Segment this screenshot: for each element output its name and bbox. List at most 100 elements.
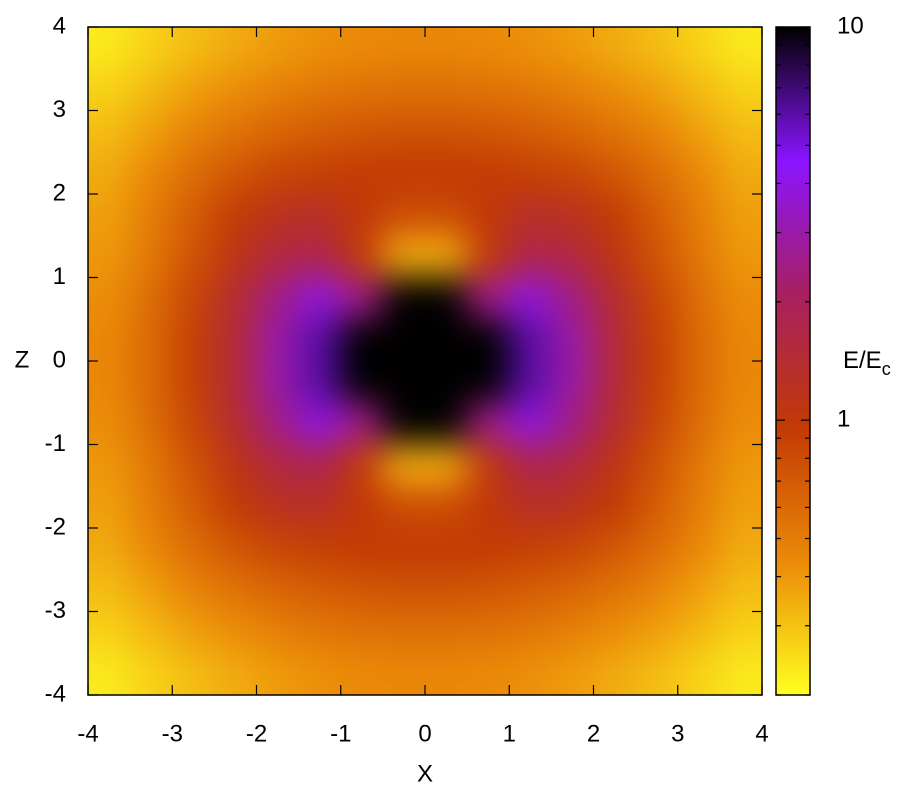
heatmap-cell <box>508 652 552 695</box>
heatmap-cell <box>593 611 637 654</box>
heatmap-cell <box>256 485 300 529</box>
heatmap-cell <box>719 444 762 487</box>
heatmap-cell <box>424 27 468 70</box>
heatmap-cell <box>88 611 131 654</box>
heatmap-cell <box>466 110 510 153</box>
heatmap-cell <box>382 110 426 153</box>
heatmap-cell <box>129 360 173 404</box>
heatmap-cell <box>129 68 173 111</box>
heatmap-cell <box>466 318 510 362</box>
x-tick-label: -4 <box>77 720 98 747</box>
heatmap-cell <box>340 68 384 111</box>
heatmap-cell <box>340 27 384 70</box>
heatmap-cell <box>635 151 679 195</box>
x-tick-label: -2 <box>246 720 267 747</box>
heatmap-cell <box>213 193 257 237</box>
heatmap-cell <box>550 235 594 278</box>
heatmap-cell <box>677 402 721 445</box>
heatmap-cell <box>466 485 510 529</box>
y-tick-label: 1 <box>53 263 66 290</box>
heatmap-cell <box>213 318 257 362</box>
heatmap-cell <box>256 277 300 320</box>
heatmap-cell <box>677 277 721 320</box>
heatmap-cell <box>424 151 468 195</box>
heatmap-cell <box>213 151 257 195</box>
heatmap-cell <box>424 652 468 695</box>
heatmap-cell <box>213 68 257 111</box>
heatmap-cell <box>635 569 679 612</box>
heatmap-cell <box>550 27 594 70</box>
heatmap-cell <box>256 235 300 278</box>
heatmap-cell <box>382 444 426 487</box>
heatmap-cell <box>508 318 552 362</box>
heatmap-cell <box>298 110 342 153</box>
heatmap-cell <box>298 151 342 195</box>
heatmap-cell <box>466 68 510 111</box>
colorbar-label-main: E/E <box>843 347 882 374</box>
heatmap-cell <box>635 444 679 487</box>
heatmap-cell <box>466 235 510 278</box>
colorbar <box>775 26 811 696</box>
heatmap-cell <box>171 444 215 487</box>
heatmap-cell <box>213 402 257 445</box>
heatmap-cell <box>635 277 679 320</box>
heatmap-cell <box>129 611 173 654</box>
heatmap-cell <box>635 235 679 278</box>
heatmap-cell <box>677 527 721 571</box>
heatmap-cell <box>550 527 594 571</box>
heatmap-cell <box>719 611 762 654</box>
heatmap-cell <box>171 235 215 278</box>
heatmap-cell <box>550 68 594 111</box>
heatmap-cell <box>424 444 468 487</box>
heatmap-cell <box>256 360 300 404</box>
y-tick-label: 3 <box>53 96 66 123</box>
heatmap <box>88 27 762 695</box>
heatmap-cell <box>213 527 257 571</box>
heatmap-cell <box>256 611 300 654</box>
heatmap-cell <box>550 318 594 362</box>
colorbar-tick-label: 10 <box>837 12 864 39</box>
heatmap-cell <box>88 444 131 487</box>
heatmap-cell <box>635 652 679 695</box>
heatmap-cell <box>635 193 679 237</box>
heatmap-cell <box>340 360 384 404</box>
heatmap-cell <box>593 402 637 445</box>
heatmap-cell <box>171 402 215 445</box>
heatmap-cell <box>298 444 342 487</box>
heatmap-cell <box>88 318 131 362</box>
heatmap-cell <box>340 235 384 278</box>
heatmap-cell <box>171 27 215 70</box>
colorbar-tick-label: 1 <box>837 406 850 433</box>
heatmap-cell <box>593 318 637 362</box>
heatmap-cell <box>550 193 594 237</box>
heatmap-cell <box>382 27 426 70</box>
heatmap-cell <box>677 318 721 362</box>
heatmap-cell <box>298 318 342 362</box>
heatmap-cell <box>719 485 762 529</box>
heatmap-cell <box>88 110 131 153</box>
heatmap-cell <box>508 110 552 153</box>
heatmap-cell <box>298 569 342 612</box>
y-axis-label: Z <box>15 346 30 373</box>
heatmap-cell <box>635 485 679 529</box>
heatmap-cell <box>466 652 510 695</box>
heatmap-cell <box>171 110 215 153</box>
heatmap-cell <box>424 569 468 612</box>
heatmap-cell <box>677 569 721 612</box>
heatmap-cell <box>593 652 637 695</box>
heatmap-cell <box>466 444 510 487</box>
heatmap-cell <box>129 569 173 612</box>
heatmap-cell <box>129 277 173 320</box>
x-axis-label: X <box>417 760 433 787</box>
heatmap-cell <box>213 27 257 70</box>
heatmap-cell <box>593 235 637 278</box>
heatmap-cell <box>171 652 215 695</box>
heatmap-cell <box>340 318 384 362</box>
heatmap-cell <box>635 68 679 111</box>
heatmap-cell <box>129 652 173 695</box>
heatmap-cell <box>466 151 510 195</box>
heatmap-cell <box>593 360 637 404</box>
heatmap-cell <box>298 27 342 70</box>
